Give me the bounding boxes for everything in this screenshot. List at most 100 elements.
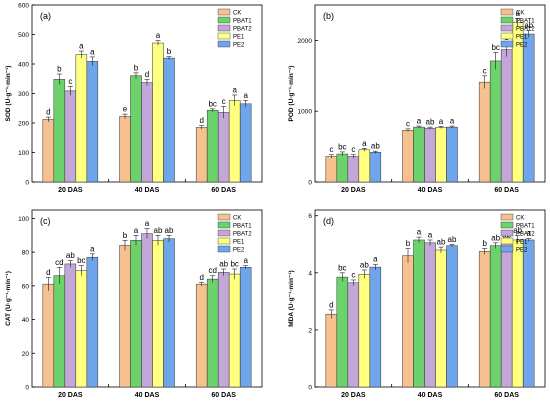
legend-swatch (500, 245, 514, 253)
legend-swatch (217, 40, 231, 48)
bar (75, 54, 88, 183)
significance-letter: b (167, 47, 172, 56)
bar (369, 266, 382, 388)
x-tick-label: 40 DAS (135, 187, 160, 194)
panel-0: 0 100 200 300 400 500 600 SOD (U·g⁻¹·min⁻¹) (a) d… (5, 3, 263, 194)
x-tick-label: 20 DAS (58, 392, 83, 399)
significance-letter: a (134, 226, 139, 235)
bar (424, 127, 436, 183)
significance-letter: a (450, 117, 455, 126)
bar (195, 127, 208, 183)
significance-letter: a (417, 228, 422, 237)
bar (402, 255, 414, 388)
y-tick-label: 0 (308, 385, 312, 392)
legend-swatch (217, 32, 231, 40)
bar (500, 49, 513, 183)
legend-label: PBAT2 (516, 27, 535, 33)
bar (217, 112, 230, 183)
y-tick-label: 40 (22, 317, 30, 324)
legend-label: PBAT1 (516, 224, 535, 230)
bar (325, 313, 338, 388)
x-tick-label: 60 DAS (211, 392, 236, 399)
significance-letter: a (362, 139, 367, 148)
legend-swatch (500, 16, 514, 24)
bar (86, 61, 99, 183)
legend-swatch (217, 221, 231, 229)
significance-letter: bc (77, 256, 85, 265)
significance-letter: ab (426, 118, 435, 127)
significance-letter: c (329, 145, 333, 154)
bar (435, 249, 447, 388)
bar (206, 110, 219, 183)
y-tick-label: 60 (22, 283, 30, 290)
significance-letter: a (439, 117, 444, 126)
legend-swatch (500, 221, 514, 229)
significance-letter: a (156, 31, 161, 40)
bar (402, 130, 414, 183)
y-tick-label: 300 (18, 91, 29, 98)
bar (53, 79, 66, 183)
bar (239, 267, 252, 388)
significance-letter: c (351, 270, 355, 279)
bar (500, 241, 513, 388)
significance-letter: c (68, 77, 72, 86)
legend-swatch (217, 237, 231, 245)
bar (511, 239, 524, 388)
legend-swatch (500, 237, 514, 245)
bar (446, 126, 458, 183)
y-tick-label: 600 (18, 3, 29, 10)
significance-letter: d (145, 70, 149, 79)
significance-letter: a (243, 91, 248, 100)
x-tick-label: 40 DAS (418, 392, 443, 399)
y-tick-label: 20 (22, 351, 30, 358)
bar (42, 119, 55, 183)
significance-letter: c (406, 119, 410, 128)
bar (152, 42, 164, 183)
bar (336, 276, 349, 388)
bar (435, 127, 447, 183)
x-tick-label: 20 DAS (341, 187, 366, 194)
significance-letter: ab (513, 226, 522, 235)
x-tick-label: 20 DAS (341, 392, 366, 399)
bar (239, 103, 252, 183)
x-tick-label: 20 DAS (58, 187, 83, 194)
legend: CK PBAT1 PBAT2 PE1 PE2 (500, 213, 535, 254)
significance-letter: c (222, 97, 226, 106)
significance-letter: a (526, 229, 531, 238)
legend-label: PBAT2 (516, 232, 535, 238)
significance-letter: a (417, 117, 422, 126)
legend-label: PBAT1 (516, 19, 535, 25)
legend-swatch (217, 245, 231, 253)
legend-label: CK (516, 216, 524, 222)
significance-letter: a (90, 244, 95, 253)
bar (86, 256, 99, 388)
legend-swatch (500, 229, 514, 237)
panel-label: (a) (40, 11, 51, 21)
legend-swatch (217, 8, 231, 16)
legend-label: PBAT1 (233, 224, 252, 230)
bar (75, 270, 88, 388)
significance-letter: b (57, 65, 62, 74)
bar (53, 275, 66, 388)
bar (325, 156, 338, 183)
legend-swatch (217, 16, 231, 24)
significance-letter: d (199, 116, 203, 125)
significance-letter: ab (66, 251, 75, 260)
bar (42, 283, 55, 388)
significance-letter: b (123, 231, 128, 240)
x-tick-label: 60 DAS (211, 187, 236, 194)
panel-label: (c) (40, 216, 51, 226)
bar (206, 278, 219, 388)
legend-swatch (500, 8, 514, 16)
legend-swatch (217, 24, 231, 32)
legend-label: CK (516, 11, 524, 17)
significance-letter: d (46, 268, 50, 277)
significance-letter: d (199, 273, 203, 282)
bar (478, 251, 491, 388)
significance-letter: cd (208, 266, 216, 275)
